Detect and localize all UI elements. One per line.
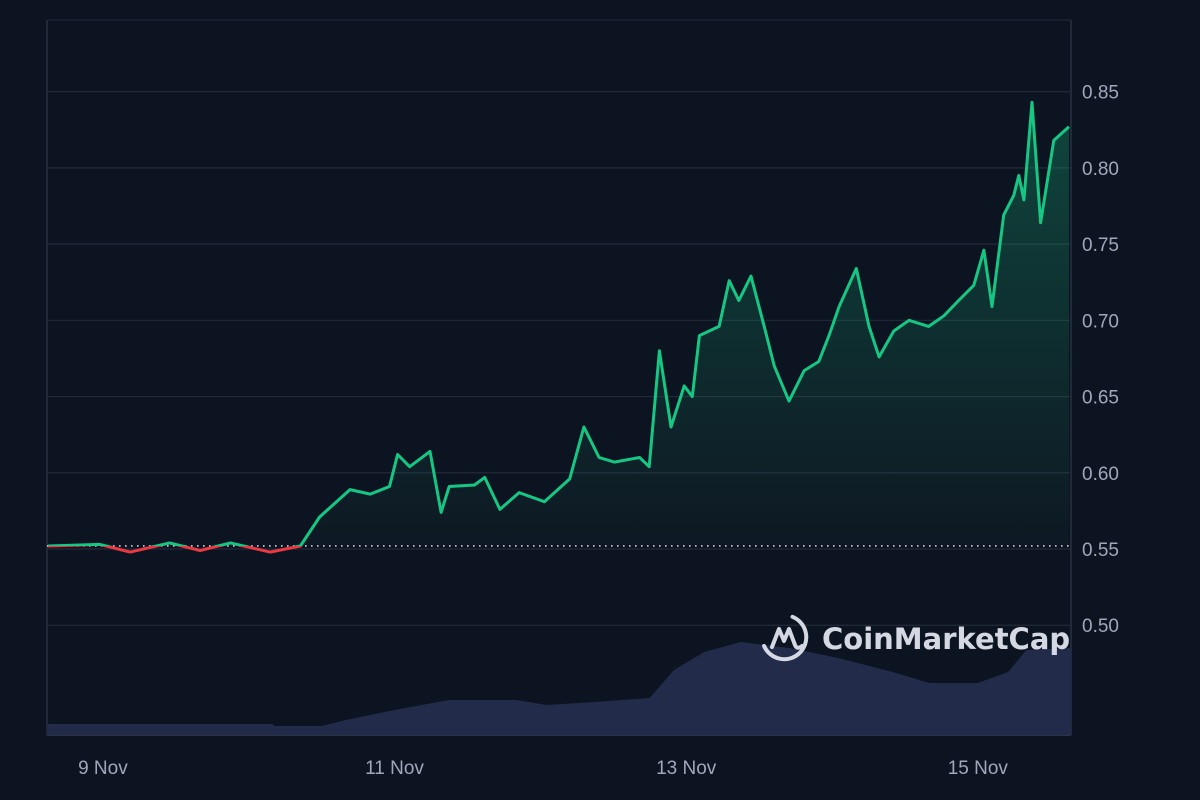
x-tick-label: 11 Nov: [365, 758, 424, 779]
price-series: [47, 100, 1071, 554]
coinmarketcap-logo-icon: [762, 614, 809, 662]
price-line-up: [48, 100, 1071, 546]
y-tick-label: 0.65: [1082, 388, 1119, 409]
y-tick-label: 0.70: [1082, 311, 1119, 332]
axes: 0.50 0.55 0.60 0.65 0.70 0.75 0.80 0.85 9 Nov 11 …: [78, 83, 1119, 779]
y-tick-label: 0.80: [1082, 159, 1119, 180]
y-tick-label: 0.55: [1082, 540, 1119, 561]
y-tick-label: 0.85: [1082, 83, 1119, 104]
y-tick-label: 0.75: [1082, 235, 1119, 256]
y-tick-label: 0.60: [1082, 464, 1119, 485]
watermark: CoinMarketCap: [762, 614, 1070, 662]
x-tick-label: 15 Nov: [948, 758, 1009, 779]
x-tick-label: 9 Nov: [78, 758, 128, 779]
volume-area-shape: [47, 642, 1071, 735]
x-tick-label: 13 Nov: [656, 758, 717, 779]
price-area-fill: [48, 102, 1069, 546]
y-tick-label: 0.50: [1082, 616, 1119, 637]
watermark-text: CoinMarketCap: [822, 622, 1070, 656]
volume-area: [47, 642, 1071, 735]
